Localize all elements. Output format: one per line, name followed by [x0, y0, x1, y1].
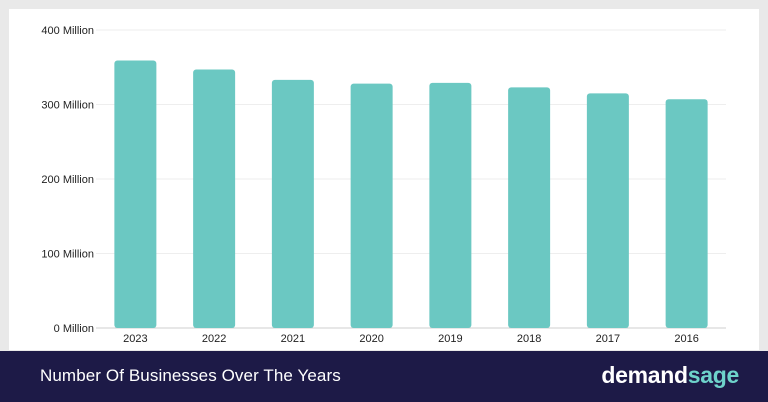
bar-2022 [193, 69, 236, 329]
y-tick-label: 400 Million [41, 25, 94, 37]
x-tick-label: 2023 [123, 333, 147, 345]
bar-2023 [114, 60, 157, 329]
chart-title: Number Of Businesses Over The Years [40, 366, 341, 385]
bar-2016 [665, 99, 708, 328]
x-tick-label: 2017 [596, 333, 620, 345]
y-tick-label: 200 Million [41, 174, 94, 186]
x-tick-label: 2020 [359, 333, 383, 345]
y-tick-label: 0 Million [54, 323, 94, 335]
bar-2020 [350, 83, 393, 328]
x-tick-label: 2021 [281, 333, 305, 345]
bar-2021 [271, 79, 314, 328]
chart-card: 0 Million 100 Million 200 Million 300 Milli… [9, 9, 759, 350]
x-tick-label: 2018 [517, 333, 541, 345]
footer-banner: Number Of Businesses Over The Years dema… [0, 351, 768, 402]
bar-2019 [429, 82, 472, 329]
y-tick-label: 300 Million [41, 100, 94, 112]
bar-chart: 0 Million 100 Million 200 Million 300 Milli… [41, 25, 726, 345]
x-tick-label: 2022 [202, 333, 226, 345]
logo-text-demand: demand [601, 362, 688, 388]
bar-2018 [508, 87, 551, 329]
brand-logo: demandsage [601, 362, 739, 389]
logo-text-sage: sage [687, 362, 740, 388]
y-tick-label: 100 Million [41, 249, 94, 261]
bar-2017 [586, 93, 629, 328]
x-tick-label: 2019 [438, 333, 462, 345]
x-tick-label: 2016 [674, 333, 698, 345]
